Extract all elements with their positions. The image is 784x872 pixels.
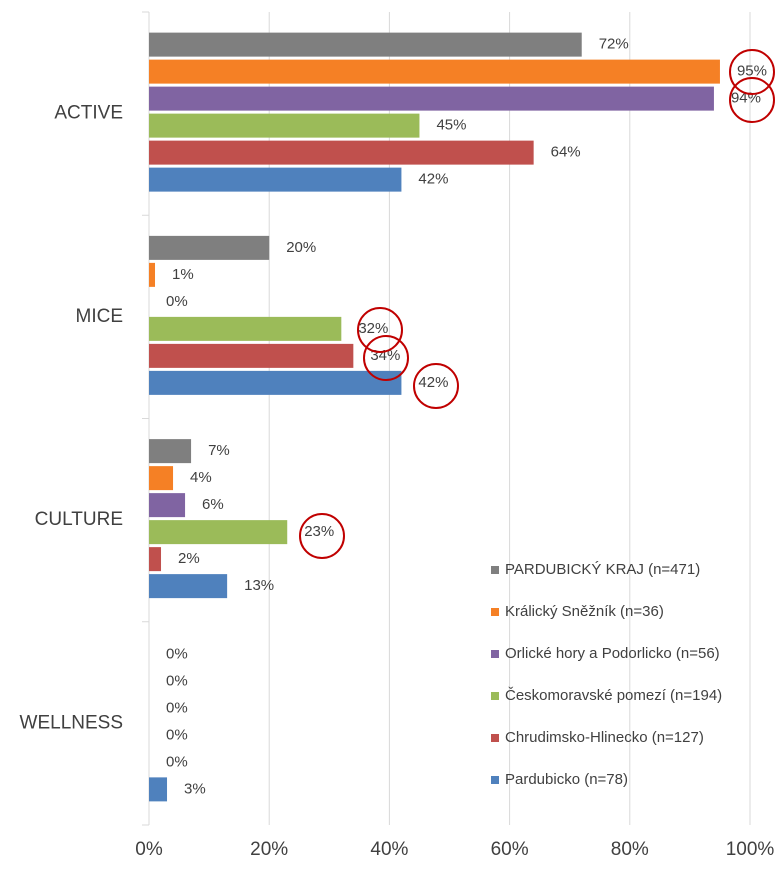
legend-swatch <box>491 650 499 658</box>
bar <box>149 466 174 491</box>
legend-swatch <box>491 566 499 574</box>
data-label: 7% <box>208 442 230 459</box>
bar <box>149 493 186 518</box>
bar <box>149 777 168 802</box>
data-label: 4% <box>190 469 212 486</box>
highlight-circle <box>357 307 403 353</box>
legend-label: Králický Sněžník (n=36) <box>505 603 664 620</box>
plot: 0% 20% 40% 60% 80% 100%ACTIVE72%95%94%45%64%4… <box>20 11 775 860</box>
bar <box>149 316 342 341</box>
legend-label: PARDUBICKÝ KRAJ (n=471) <box>505 561 700 578</box>
data-label: 45% <box>436 117 466 134</box>
bar <box>149 262 156 287</box>
x-tick-label: 20% <box>250 839 288 860</box>
bar <box>149 370 402 395</box>
legend-swatch <box>491 608 499 616</box>
x-tick-label: 40% <box>370 839 408 860</box>
legend-swatch <box>491 692 499 700</box>
data-label: 2% <box>178 550 200 567</box>
data-label: 95% <box>737 63 767 80</box>
bar <box>149 167 402 192</box>
legend-swatch <box>491 734 499 742</box>
data-label: 0% <box>166 645 188 662</box>
bar <box>149 86 714 111</box>
bar <box>149 59 720 84</box>
data-label: 3% <box>184 780 206 797</box>
category-label: ACTIVE <box>54 103 123 124</box>
bar <box>149 32 582 57</box>
bar <box>149 235 270 260</box>
bar <box>149 547 162 572</box>
x-tick-label: 0% <box>135 839 163 860</box>
legend-label: Pardubicko (n=78) <box>505 771 628 788</box>
data-label: 34% <box>370 347 400 364</box>
bar <box>149 439 192 464</box>
data-label: 20% <box>286 239 316 256</box>
highlight-circle <box>413 363 459 409</box>
data-label: 32% <box>358 320 388 337</box>
category-label: CULTURE <box>35 509 123 530</box>
legend-swatch <box>491 776 499 784</box>
legend-label: Orlické hory a Podorlicko (n=56) <box>505 645 720 662</box>
annotations <box>299 49 775 559</box>
legend-label: Českomoravské pomezí (n=194) <box>505 687 722 704</box>
highlight-circle <box>363 335 409 381</box>
legend-label: Chrudimsko-Hlinecko (n=127) <box>505 729 704 746</box>
bar <box>149 574 228 599</box>
bar <box>149 113 420 138</box>
data-label: 0% <box>166 699 188 716</box>
x-tick-label: 60% <box>491 839 529 860</box>
data-label: 42% <box>418 374 448 391</box>
highlight-circle <box>729 49 775 95</box>
category-label: WELLNESS <box>20 712 123 733</box>
highlight-circle <box>299 513 345 559</box>
bar <box>149 140 534 165</box>
highlight-circle <box>729 77 775 123</box>
bar <box>149 520 288 545</box>
data-label: 42% <box>418 171 448 188</box>
data-label: 1% <box>172 266 194 283</box>
data-label: 0% <box>166 753 188 770</box>
category-label: MICE <box>76 306 124 327</box>
x-tick-label: 80% <box>611 839 649 860</box>
data-label: 23% <box>304 523 334 540</box>
data-label: 6% <box>202 496 224 513</box>
data-label: 72% <box>599 36 629 53</box>
data-label: 0% <box>166 672 188 689</box>
data-label: 13% <box>244 577 274 594</box>
data-label: 0% <box>166 293 188 310</box>
x-tick-label: 100% <box>726 839 775 860</box>
data-label: 64% <box>551 144 581 161</box>
bar <box>149 343 354 368</box>
data-label: 0% <box>166 726 188 743</box>
